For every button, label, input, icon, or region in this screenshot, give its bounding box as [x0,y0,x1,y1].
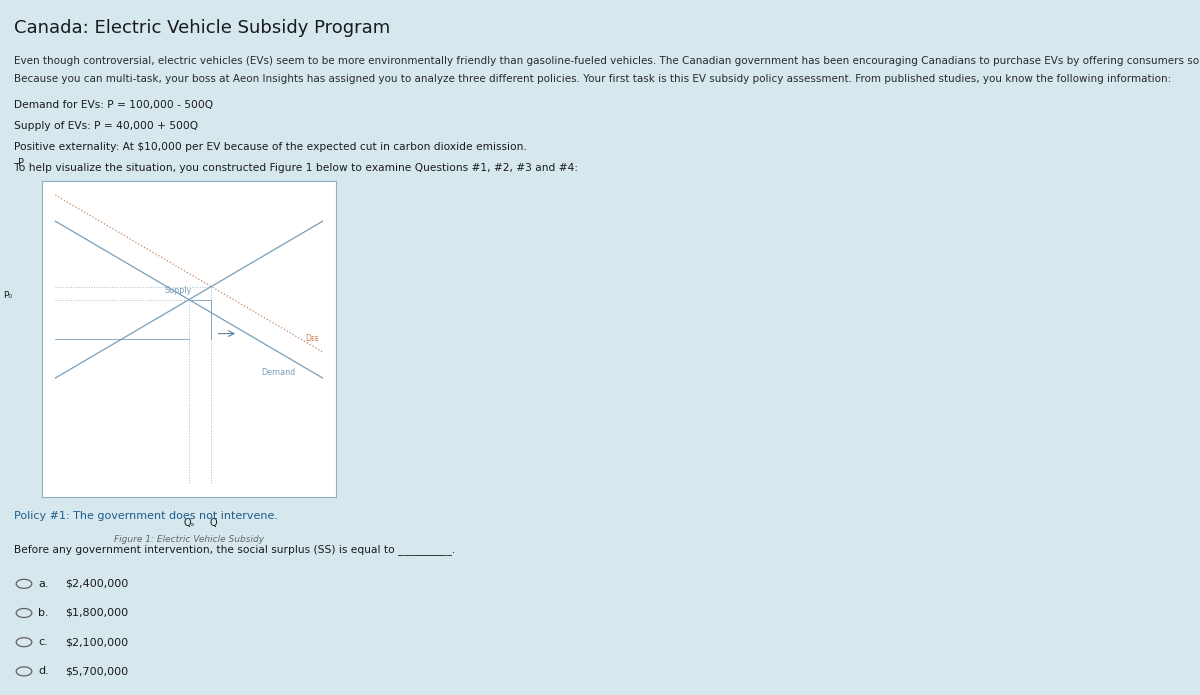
Text: Figure 1: Electric Vehicle Subsidy: Figure 1: Electric Vehicle Subsidy [114,535,264,544]
Text: Q: Q [210,518,217,528]
Text: Qₛ: Qₛ [184,518,194,528]
Text: To help visualize the situation, you constructed Figure 1 below to examine Quest: To help visualize the situation, you con… [14,163,578,172]
Text: $1,800,000: $1,800,000 [65,608,128,618]
Text: $2,100,000: $2,100,000 [65,637,128,647]
Text: Canada: Electric Vehicle Subsidy Program: Canada: Electric Vehicle Subsidy Program [14,19,391,38]
Text: Even though controversial, electric vehicles (EVs) seem to be more environmental: Even though controversial, electric vehi… [14,56,1200,65]
Text: c.: c. [38,637,48,647]
Text: P₀: P₀ [4,291,13,300]
Text: $5,700,000: $5,700,000 [65,667,128,676]
Text: Positive externality: At $10,000 per EV because of the expected cut in carbon di: Positive externality: At $10,000 per EV … [14,142,527,152]
Text: Before any government intervention, the social surplus (SS) is equal to ________: Before any government intervention, the … [14,544,456,555]
Text: $2,400,000: $2,400,000 [65,579,128,589]
Text: a.: a. [38,579,49,589]
Text: b.: b. [38,608,49,618]
Text: Because you can multi-task, your boss at Aeon Insights has assigned you to analy: Because you can multi-task, your boss at… [14,74,1171,84]
Text: d.: d. [38,667,49,676]
Text: P: P [18,158,24,168]
Text: Demand for EVs: P = 100,000 - 500Q: Demand for EVs: P = 100,000 - 500Q [14,100,214,110]
Text: Supply: Supply [164,286,192,295]
Text: Dᴇᴇ: Dᴇᴇ [305,334,318,343]
Text: Demand: Demand [262,368,296,377]
Text: Supply of EVs: P = 40,000 + 500Q: Supply of EVs: P = 40,000 + 500Q [14,121,198,131]
Text: Policy #1: The government does not intervene.: Policy #1: The government does not inter… [14,511,278,521]
